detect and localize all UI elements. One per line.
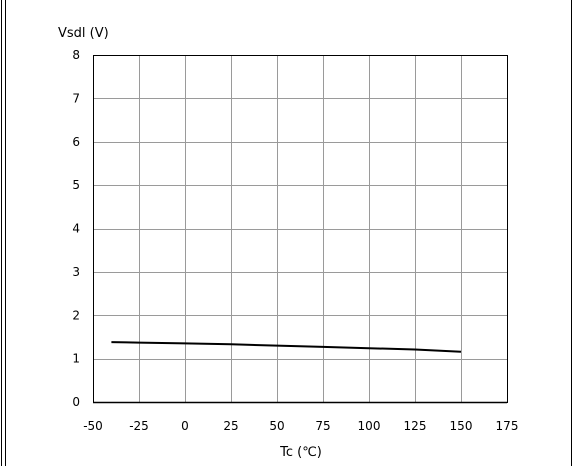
x-tick-label-6: 100: [358, 419, 381, 433]
series-group: [111, 341, 462, 353]
y-tick-label-1: 1: [72, 352, 80, 366]
x-tick-label-9: 175: [496, 419, 519, 433]
y-axis-label: Vsdl (V): [58, 26, 109, 41]
y-tick-label-7: 7: [72, 91, 80, 105]
x-tick-label-7: 125: [404, 419, 427, 433]
x-tick-labels: -50 -25 0 25 50 75 100 125 150 175: [83, 419, 518, 433]
y-tick-label-8: 8: [72, 48, 80, 62]
x-tick-label-2: 0: [181, 419, 189, 433]
y-tick-labels: 0 1 2 3 4 5 6 7 8: [72, 48, 80, 409]
plot-area: [93, 55, 508, 404]
y-tick-label-0: 0: [72, 395, 80, 409]
y-tick-label-5: 5: [72, 178, 80, 192]
y-tick-label-6: 6: [72, 135, 80, 149]
x-tick-label-4: 50: [269, 419, 284, 433]
series-line-0: [111, 341, 462, 353]
y-tick-label-3: 3: [72, 265, 80, 279]
y-tick-label-4: 4: [72, 222, 80, 236]
x-tick-label-5: 75: [315, 419, 330, 433]
x-axis-label: Tc (℃): [279, 445, 322, 460]
y-tick-label-2: 2: [72, 308, 80, 322]
x-tick-label-1: -25: [129, 419, 149, 433]
x-tick-label-0: -50: [83, 419, 103, 433]
x-tick-label-3: 25: [223, 419, 238, 433]
x-tick-label-8: 150: [450, 419, 473, 433]
